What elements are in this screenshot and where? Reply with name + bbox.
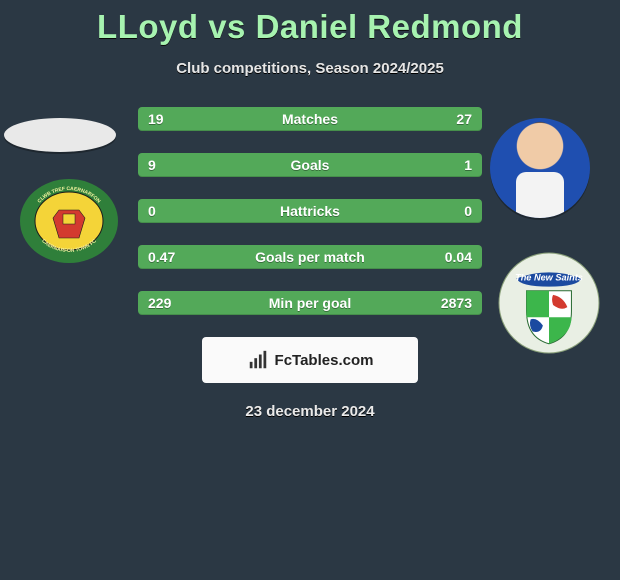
- stat-right-value: 0.04: [418, 249, 482, 265]
- svg-text:The New Saints: The New Saints: [515, 273, 583, 283]
- stat-row: 19 Matches 27: [138, 107, 482, 131]
- page-title: LLoyd vs Daniel Redmond: [0, 0, 620, 46]
- stat-left-value: 0: [138, 203, 202, 219]
- stat-row: 0 Hattricks 0: [138, 199, 482, 223]
- club-crest-right: The New Saints: [498, 252, 600, 354]
- club-crest-left: CLWB TREF CAERNARFON CAERNARFON TOWN FC: [18, 178, 120, 264]
- subtitle: Club competitions, Season 2024/2025: [0, 60, 620, 77]
- stat-left-value: 19: [138, 111, 202, 127]
- stat-row: 229 Min per goal 2873: [138, 291, 482, 315]
- date-label: 23 december 2024: [0, 403, 620, 420]
- watermark-text: FcTables.com: [275, 352, 374, 369]
- stat-left-value: 0.47: [138, 249, 202, 265]
- player-left-silhouette: [4, 118, 116, 152]
- stat-row: 9 Goals 1: [138, 153, 482, 177]
- stat-label: Goals per match: [202, 249, 418, 265]
- stat-label: Goals: [202, 157, 418, 173]
- stat-label: Min per goal: [202, 295, 418, 311]
- stat-left-value: 9: [138, 157, 202, 173]
- stat-row: 0.47 Goals per match 0.04: [138, 245, 482, 269]
- stat-right-value: 27: [418, 111, 482, 127]
- stat-right-value: 0: [418, 203, 482, 219]
- stats-table: 19 Matches 27 9 Goals 1 0 Hattricks 0 0.…: [138, 107, 482, 315]
- bar-chart-icon: [247, 349, 269, 371]
- stat-right-value: 2873: [418, 295, 482, 311]
- stat-label: Hattricks: [202, 203, 418, 219]
- stat-right-value: 1: [418, 157, 482, 173]
- player-right-avatar: [490, 118, 590, 218]
- watermark-badge: FcTables.com: [202, 337, 418, 383]
- stat-left-value: 229: [138, 295, 202, 311]
- stat-label: Matches: [202, 111, 418, 127]
